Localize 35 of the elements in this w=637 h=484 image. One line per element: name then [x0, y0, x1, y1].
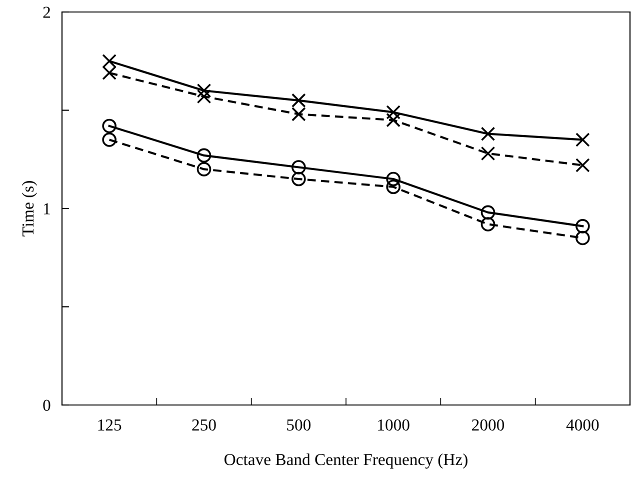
- y-tick-label: 1: [44, 203, 50, 214]
- point: [386, 172, 400, 186]
- point: [480, 217, 496, 232]
- point: [196, 83, 212, 98]
- y-axis-title: Time (s): [22, 181, 37, 236]
- point: [196, 89, 212, 104]
- point: [576, 219, 590, 234]
- point: [102, 54, 116, 68]
- x-tick-label: 4000: [566, 419, 599, 431]
- y-tick-label: 0: [43, 400, 50, 411]
- point: [386, 112, 400, 128]
- point: [386, 180, 400, 194]
- point: [480, 146, 496, 161]
- x-tick-label: 2000: [472, 419, 504, 431]
- x-tick-label: 500: [287, 419, 311, 431]
- point: [480, 126, 496, 141]
- point: [102, 118, 116, 134]
- point: [480, 205, 496, 220]
- point: [196, 162, 212, 176]
- point: [576, 132, 590, 147]
- x-axis-title: Octave Band Center Frequency (Hz): [224, 453, 468, 469]
- point: [292, 107, 306, 122]
- point: [102, 66, 116, 80]
- point: [196, 148, 212, 163]
- x-tick-label: 250: [192, 419, 216, 431]
- point: [292, 172, 306, 186]
- x-tick-label: 1000: [378, 419, 410, 431]
- point: [102, 132, 116, 147]
- x-tick-label: 125: [98, 419, 122, 431]
- point: [386, 105, 400, 120]
- point: [292, 93, 306, 108]
- y-tick-label: 2: [43, 6, 50, 18]
- point: [292, 160, 306, 174]
- point: [576, 230, 590, 246]
- point: [576, 158, 590, 172]
